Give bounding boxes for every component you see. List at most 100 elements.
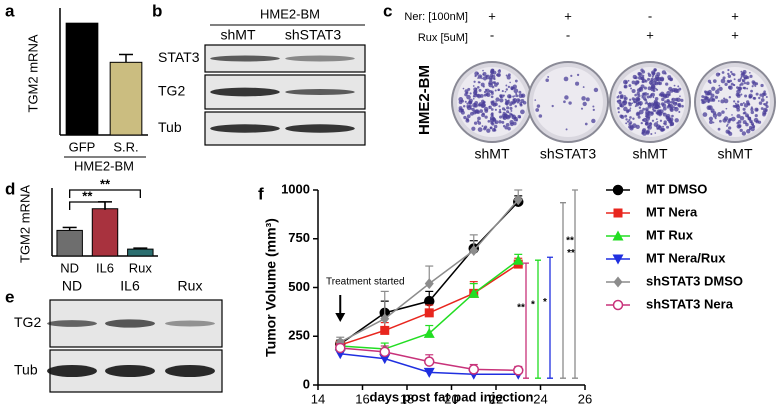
colony [652, 109, 656, 112]
colony [484, 115, 488, 119]
significance-bracket [69, 201, 106, 210]
colony [669, 107, 674, 113]
colony [465, 117, 469, 121]
colony [489, 126, 492, 129]
colony [749, 95, 752, 98]
colony [726, 123, 729, 126]
blot-band [210, 87, 280, 97]
colony [584, 122, 588, 126]
side-label: HME2-BM [416, 65, 433, 135]
sign: + [646, 27, 654, 42]
colony [635, 96, 640, 102]
significance-bar [572, 189, 578, 379]
colony [743, 81, 747, 85]
significance-bar [523, 262, 529, 379]
colony [508, 114, 512, 118]
panel-label: d [5, 179, 15, 198]
colony [739, 115, 745, 121]
colony [625, 122, 628, 125]
colony [644, 102, 647, 105]
colony [658, 93, 662, 97]
colony [641, 70, 646, 74]
colony [504, 90, 507, 93]
colony [630, 87, 633, 90]
colony [643, 92, 648, 96]
colony [717, 112, 722, 117]
colony [656, 127, 659, 130]
colony [481, 125, 484, 127]
colony [494, 89, 497, 92]
colony [478, 88, 482, 92]
significance-label: * [543, 297, 547, 308]
colony [485, 88, 490, 93]
colony [643, 86, 648, 90]
colony [722, 76, 726, 80]
colony [510, 113, 513, 116]
colony [498, 108, 502, 112]
colony [510, 109, 513, 112]
colony [736, 114, 741, 119]
lane-label: shSTAT3 [540, 146, 596, 162]
colony [661, 103, 667, 108]
colony [737, 78, 742, 83]
colony [754, 84, 757, 88]
bar [91, 208, 119, 257]
colony [565, 128, 568, 131]
significance-label: ** [567, 248, 575, 259]
colony [472, 85, 475, 87]
colony [504, 126, 508, 130]
marker [469, 244, 479, 256]
colony [534, 99, 537, 101]
colony [499, 115, 503, 119]
colony [734, 102, 737, 105]
colony [670, 122, 674, 126]
colony [717, 100, 720, 102]
colony [502, 124, 506, 128]
bar [109, 61, 143, 136]
colony [507, 85, 511, 89]
colony [733, 84, 735, 86]
colony [520, 103, 523, 106]
colony [625, 118, 628, 121]
colony [633, 100, 636, 104]
colony [623, 100, 627, 104]
colony [746, 102, 750, 106]
lane-label: shMT [633, 146, 668, 162]
colony [654, 96, 659, 101]
colony [515, 92, 518, 95]
colony [618, 91, 622, 95]
colony [460, 110, 465, 115]
significance-label: * [531, 300, 535, 311]
colony [656, 88, 659, 91]
colony [476, 94, 482, 99]
colony [755, 82, 759, 86]
colony [638, 106, 642, 109]
colony [479, 109, 484, 113]
colony [647, 125, 650, 129]
colony [647, 92, 649, 95]
colony [733, 100, 736, 103]
colony [720, 99, 725, 104]
colony [486, 92, 491, 98]
lane-label: shMT [718, 146, 753, 162]
colony [483, 125, 488, 129]
colony [617, 107, 620, 110]
colony [724, 82, 728, 87]
colony [634, 82, 638, 86]
blot-band [285, 89, 355, 95]
colony [494, 108, 497, 111]
panel-label: e [5, 287, 14, 306]
colony [728, 96, 732, 99]
treatment-label: Rux [5uM] [418, 32, 468, 44]
colony [751, 80, 756, 84]
colony [617, 111, 620, 114]
colony [650, 77, 654, 81]
colony [563, 100, 566, 104]
colony [718, 73, 721, 76]
colony [473, 102, 476, 105]
colony [653, 122, 659, 127]
marker [468, 287, 480, 298]
colony [731, 72, 734, 76]
colony [458, 106, 463, 111]
blot-header: HME2-BM [260, 6, 320, 21]
